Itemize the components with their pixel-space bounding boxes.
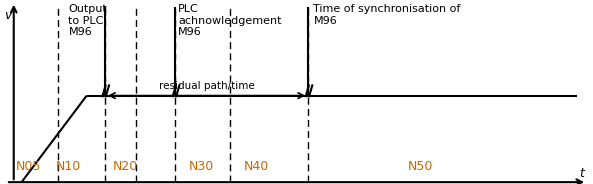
Text: N30: N30 [189,160,214,173]
Text: Output
to PLC
M96: Output to PLC M96 [68,4,107,38]
Text: t: t [579,167,584,180]
Text: N10: N10 [56,160,81,173]
Text: Time of synchronisation of
M96: Time of synchronisation of M96 [314,4,461,26]
Text: N05: N05 [15,160,41,173]
Text: N40: N40 [244,160,269,173]
Text: N50: N50 [407,160,433,173]
Text: PLC
achnowledgement
M96: PLC achnowledgement M96 [178,4,282,38]
Text: N20: N20 [113,160,138,173]
Text: residual path/time: residual path/time [159,81,254,91]
Text: v: v [4,9,11,22]
